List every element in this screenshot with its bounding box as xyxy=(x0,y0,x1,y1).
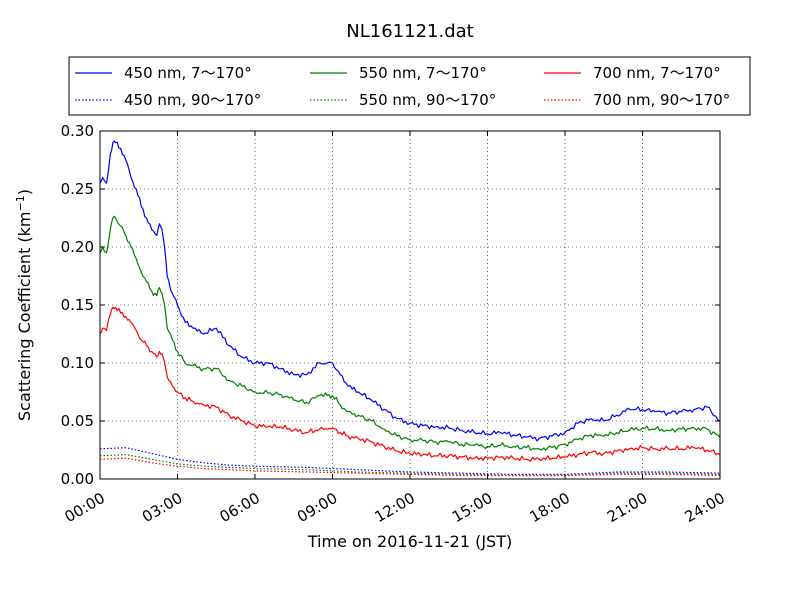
y-axis: 0.00 0.05 0.10 0.15 0.20 0.25 0.30 xyxy=(61,122,720,488)
y-tick-label: 0.25 xyxy=(61,180,94,198)
legend-label: 700 nm, 7～170° xyxy=(593,64,721,82)
y-axis-label: Scattering Coefficient (km−1) xyxy=(14,189,34,421)
chart-title: NL161121.dat xyxy=(346,21,473,42)
y-tick-label: 0.15 xyxy=(61,296,94,314)
y-tick-label: 0.00 xyxy=(61,470,94,488)
y-axis-label-main: Scattering Coefficient (km xyxy=(15,211,34,421)
x-axis-label: Time on 2016-11-21 (JST) xyxy=(307,532,512,551)
y-axis-label-close: ) xyxy=(15,189,34,195)
series-line-3 xyxy=(99,215,721,451)
legend-label: 700 nm, 90～170° xyxy=(593,91,730,109)
y-tick-label: 0.10 xyxy=(61,354,94,372)
y-tick-label: 0.05 xyxy=(61,412,94,430)
legend: 450 nm, 7～170° 450 nm, 90～170° 550 nm, 7～1… xyxy=(68,56,751,116)
legend-label: 450 nm, 7～170° xyxy=(124,64,252,82)
y-tick-label: 0.20 xyxy=(61,238,94,256)
series-line-5 xyxy=(99,306,721,462)
y-tick-label: 0.30 xyxy=(61,122,94,140)
series-line-1 xyxy=(99,140,721,442)
y-axis-label-superscript: −1 xyxy=(14,195,27,211)
series-layer xyxy=(99,140,721,477)
legend-label: 450 nm, 90～170° xyxy=(124,91,261,109)
legend-frame xyxy=(68,56,751,116)
legend-label: 550 nm, 90～170° xyxy=(359,91,496,109)
legend-label: 550 nm, 7～170° xyxy=(359,64,487,82)
grid xyxy=(100,131,720,479)
